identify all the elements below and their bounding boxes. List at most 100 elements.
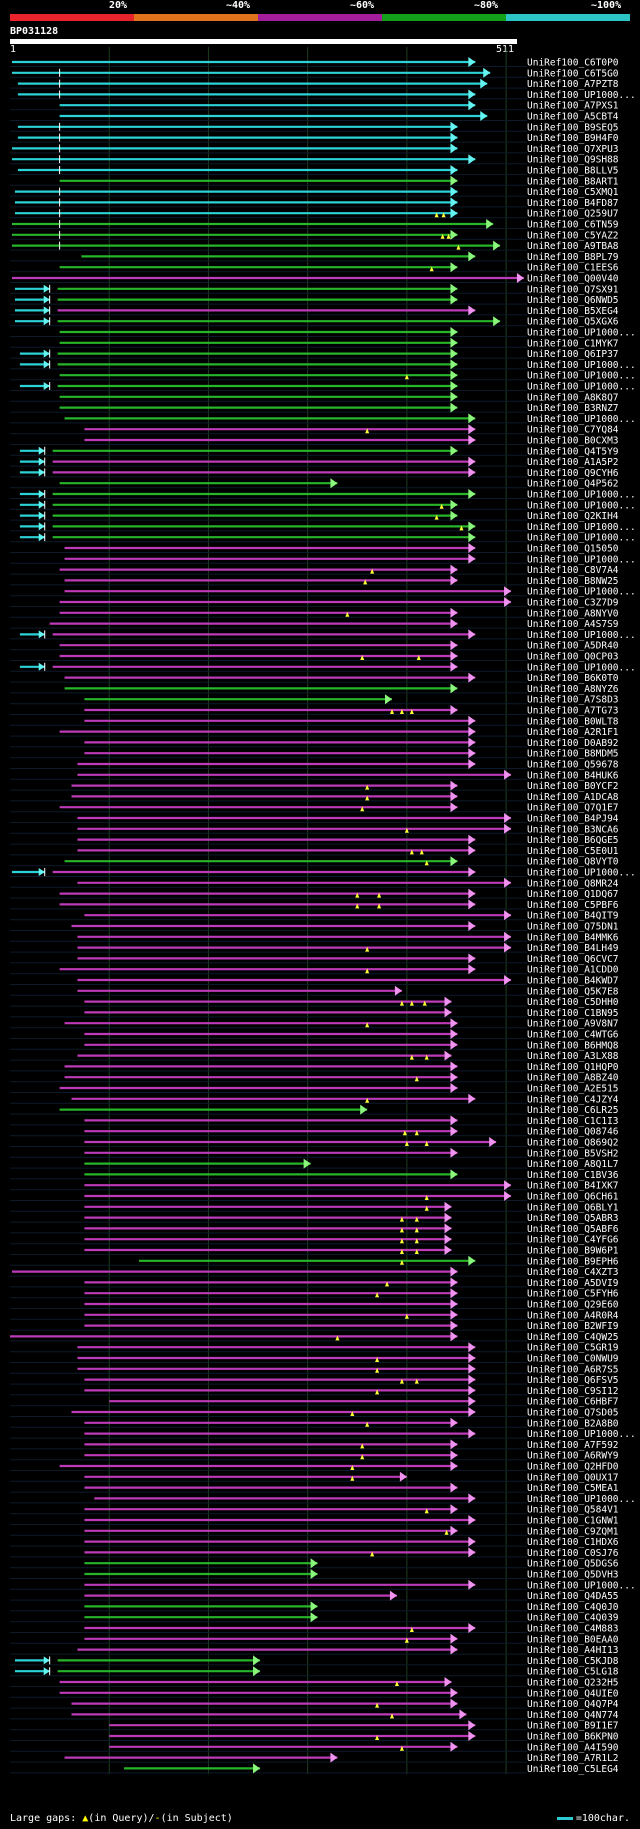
- hit-arrow: [504, 586, 512, 597]
- hit-arrow: [450, 337, 458, 348]
- query-gap-marker: [441, 212, 446, 218]
- hit-label: UniRef100_B2A8B0: [527, 1418, 619, 1429]
- color-segment: [506, 14, 630, 21]
- hit-arrow: [450, 327, 458, 337]
- hit-label: UniRef100_A1CDD0: [527, 965, 619, 976]
- hit-label: UniRef100_Q1HQP0: [527, 1062, 619, 1073]
- query-gap-marker: [399, 1259, 404, 1265]
- hit-arrow: [450, 705, 458, 715]
- hit-arrow: [450, 640, 458, 651]
- query-gap-marker: [377, 892, 382, 898]
- hit-label: UniRef100_Q6BLY1: [527, 1202, 619, 1213]
- hit-arrow: [450, 445, 458, 456]
- query-gap-marker: [365, 1421, 370, 1427]
- hit-arrow: [504, 942, 512, 953]
- hit-label: UniRef100_Q8VYT0: [527, 857, 619, 868]
- query-gap-marker: [399, 1000, 404, 1006]
- hit-label: UniRef100_B6K0T0: [527, 673, 619, 684]
- scale-end-label: 511: [496, 44, 515, 55]
- hit-arrow: [38, 662, 45, 671]
- hit-arrow: [38, 533, 45, 542]
- hit-arrow: [450, 499, 458, 510]
- hit-label: UniRef100_Q6NWD5: [527, 295, 619, 306]
- hit-arrow: [504, 910, 512, 921]
- hit-arrow: [38, 490, 45, 498]
- hit-label: UniRef100_C9ZQM1: [527, 1526, 619, 1537]
- query-gap-marker: [345, 611, 350, 617]
- hit-label: UniRef100_UP1000...: [527, 90, 636, 101]
- hit-label: UniRef100_C5LG18: [527, 1667, 619, 1678]
- query-gap-marker: [434, 514, 439, 520]
- hit-label: UniRef100_UP1000...: [527, 414, 636, 425]
- hit-label: UniRef100_B0YCF2: [527, 781, 619, 792]
- hit-arrow: [450, 1126, 458, 1137]
- query-gap-marker: [424, 1054, 429, 1060]
- hit-arrow: [468, 845, 476, 856]
- hit-label: UniRef100_Q2KIH4: [527, 511, 619, 522]
- hit-arrow: [468, 154, 476, 165]
- query-gap-marker: [365, 1097, 370, 1103]
- hit-label: UniRef100_Q4UIE0: [527, 1688, 619, 1699]
- hit-arrow: [450, 661, 458, 672]
- color-segment: [134, 14, 258, 21]
- hit-arrow: [43, 306, 50, 315]
- hit-label: UniRef100_Q08746: [527, 1127, 619, 1138]
- query-gap-marker: [365, 968, 370, 974]
- hit-arrow: [468, 424, 476, 435]
- hit-arrow: [504, 975, 512, 985]
- query-gap-marker: [440, 233, 445, 239]
- hit-arrow: [468, 899, 476, 910]
- hit-label: UniRef100_C5YAZ2: [527, 230, 619, 241]
- query-gap-marker: [370, 568, 375, 574]
- hit-arrow: [38, 446, 45, 455]
- hit-label: UniRef100_Q869Q2: [527, 1138, 619, 1149]
- hit-label: UniRef100_B0EAA0: [527, 1634, 619, 1645]
- hit-arrow: [43, 382, 50, 390]
- query-gap-marker: [365, 1022, 370, 1028]
- hit-arrow: [38, 468, 45, 477]
- query-gap-marker: [414, 1227, 419, 1233]
- hit-arrow: [450, 1525, 458, 1536]
- hit-arrow: [504, 823, 512, 834]
- hit-arrow: [450, 143, 458, 154]
- hit-arrow: [450, 294, 458, 305]
- hit-arrow: [450, 510, 458, 521]
- hit-label: UniRef100_B9W6P1: [527, 1246, 619, 1257]
- query-gap-marker: [350, 1465, 355, 1470]
- hit-arrow: [450, 1115, 458, 1126]
- hit-label: UniRef100_C5E0U1: [527, 846, 619, 857]
- hit-arrow: [468, 1579, 476, 1590]
- hit-arrow: [330, 1752, 338, 1763]
- hit-label: UniRef100_A8K8Q7: [527, 392, 619, 403]
- hit-arrow: [486, 219, 494, 229]
- hit-arrow: [384, 694, 392, 705]
- hit-arrow: [253, 1666, 261, 1677]
- hit-label: UniRef100_A9TBA8: [527, 241, 619, 252]
- hit-arrow: [38, 630, 45, 639]
- query-gap-marker: [375, 1292, 380, 1298]
- hit-arrow: [504, 877, 512, 888]
- hit-label: UniRef100_A4S7S9: [527, 619, 619, 630]
- hit-label: UniRef100_C4Q0J0: [527, 1602, 619, 1613]
- hit-arrow: [450, 132, 458, 143]
- hit-label: UniRef100_B6HMQ8: [527, 1040, 619, 1051]
- hit-arrow: [444, 1245, 452, 1255]
- hit-label: UniRef100_A2E515: [527, 1084, 619, 1095]
- hit-arrow: [450, 780, 458, 791]
- hit-arrow: [468, 1515, 476, 1525]
- hit-label: UniRef100_B9H4F0: [527, 133, 619, 144]
- hit-arrow: [450, 1288, 458, 1299]
- hit-label: UniRef100_Q5ABF6: [527, 1224, 619, 1235]
- hit-arrow: [253, 1655, 261, 1666]
- hit-label: UniRef100_C5DHH0: [527, 997, 619, 1008]
- query-gap-marker: [385, 1281, 390, 1287]
- color-segment-label: ~60%: [350, 0, 375, 11]
- hit-label: UniRef100_A7F592: [527, 1440, 619, 1451]
- hit-arrow: [480, 78, 488, 89]
- hit-label: UniRef100_B5VSH2: [527, 1148, 619, 1159]
- hit-label: UniRef100_A7S8D3: [527, 695, 619, 706]
- query-gap-marker: [414, 1378, 419, 1384]
- query-gap-marker: [389, 1713, 394, 1719]
- hit-arrow: [43, 349, 50, 358]
